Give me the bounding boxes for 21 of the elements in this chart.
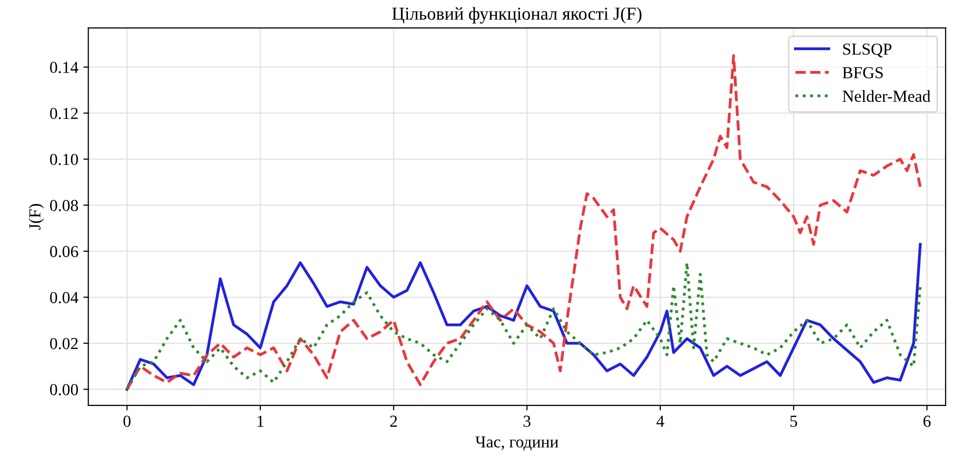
x-tick-label: 3 [524,416,530,427]
chart-title: Цільовий функціонал якості J(F) [392,7,642,24]
y-axis-title: J(F) [28,204,44,230]
y-tick-label: 0.14 [50,62,78,74]
legend-label: BFGS [842,67,883,78]
x-axis-title: Час, години [475,436,558,451]
x-tick-label: 2 [390,416,397,427]
x-tick-label: 4 [656,416,664,427]
y-tick-label: 0.04 [50,292,78,304]
y-tick-label: 0.10 [50,154,78,166]
legend-label: Nelder-Mead [842,90,930,102]
y-tick-label: 0.02 [50,338,78,350]
y-tick-label: 0.12 [50,108,78,120]
x-tick-label: 6 [923,416,931,427]
x-tick-label: 0 [123,416,131,427]
x-tick-label: 1 [258,416,264,427]
x-tick-label: 5 [790,416,798,427]
y-tick-label: 0.06 [50,246,78,258]
y-tick-label: 0.08 [50,200,78,212]
legend-label: SLSQP [843,44,892,58]
y-tick-label: 0.00 [50,384,78,396]
